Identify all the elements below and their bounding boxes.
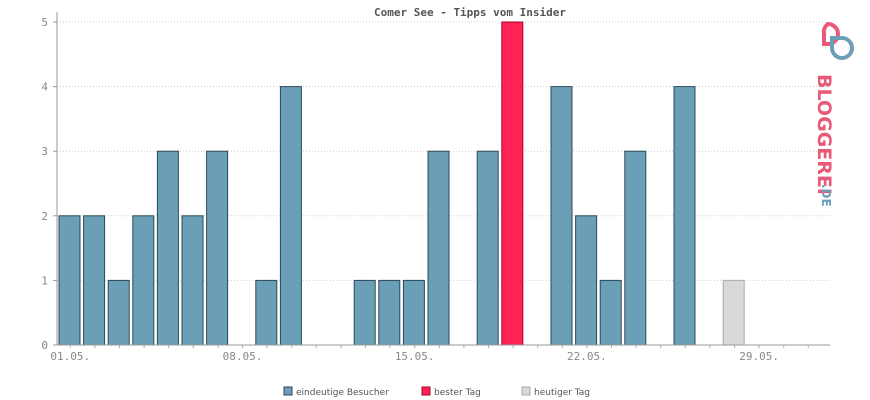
bar <box>58 215 81 346</box>
bar <box>476 150 499 346</box>
bar <box>107 279 130 346</box>
y-axis-ticks: 0 1 2 3 4 5 <box>41 16 57 352</box>
legend-swatch <box>421 386 431 396</box>
x-tick-label: 22.05. <box>567 350 607 363</box>
bar <box>550 86 573 346</box>
chart-title: Comer See - Tipps vom Insider <box>374 6 566 19</box>
y-tick-label: 4 <box>41 81 48 94</box>
legend-label: eindeutige Besucher <box>296 388 389 398</box>
bars <box>58 21 745 346</box>
bar <box>279 86 302 346</box>
bar <box>353 279 376 346</box>
legend-label: heutiger Tag <box>534 388 590 398</box>
x-tick-label: 15.05. <box>395 350 435 363</box>
legend-swatch <box>521 386 531 396</box>
y-tick-label: 2 <box>41 210 48 223</box>
bar-best-day <box>501 21 524 346</box>
bar <box>599 279 622 346</box>
legend-label: bester Tag <box>434 388 481 398</box>
bar <box>83 215 106 346</box>
bloggerei-logo: BLOGGEREI .DE <box>813 21 854 207</box>
y-tick-label: 3 <box>41 145 48 158</box>
bar <box>402 279 425 346</box>
bar <box>624 150 647 346</box>
x-axis-ticks: 01.05. 08.05. 15.05. 22.05. 29.05. <box>50 345 809 363</box>
bar <box>673 86 696 346</box>
logo-text-suffix: .DE <box>819 184 833 207</box>
legend-swatch <box>283 386 293 396</box>
y-tick-label: 0 <box>41 339 48 352</box>
logo-text-main: BLOGGEREI <box>813 74 835 195</box>
bar <box>156 150 179 346</box>
legend: eindeutige Besucher bester Tag heutiger Ta… <box>283 386 590 398</box>
bar <box>132 215 155 346</box>
bar <box>181 215 204 346</box>
x-tick-label: 01.05. <box>50 350 90 363</box>
x-tick-label: 29.05. <box>739 350 779 363</box>
y-tick-label: 5 <box>41 16 48 29</box>
axes <box>56 12 830 346</box>
bar <box>378 279 401 346</box>
bar <box>427 150 450 346</box>
logo-icon <box>821 21 854 61</box>
bar <box>206 150 229 346</box>
bar <box>575 215 598 346</box>
y-tick-label: 1 <box>41 274 48 287</box>
x-tick-label: 08.05. <box>223 350 263 363</box>
bar-today <box>722 279 745 346</box>
bar <box>255 279 278 346</box>
